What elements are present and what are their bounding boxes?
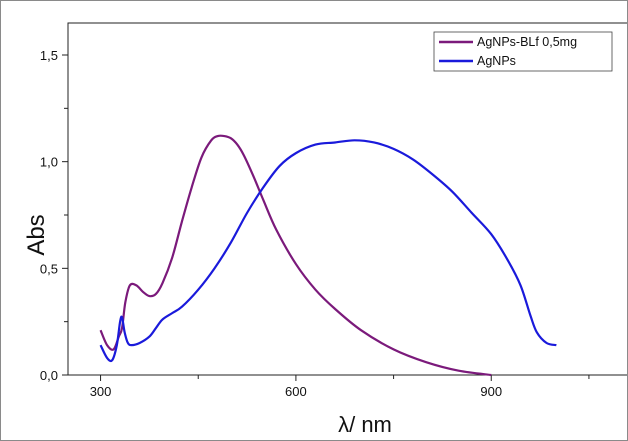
y-axis-label: Abs — [23, 214, 50, 255]
series-line-agnps-blf — [99, 134, 492, 377]
y-tick-label: 0,0 — [40, 368, 58, 383]
y-tick-label: 0,5 — [40, 261, 58, 276]
x-tick-label: 600 — [285, 384, 307, 399]
x-tick-label: 900 — [480, 384, 502, 399]
legend-box — [433, 31, 613, 72]
y-tick-label: 1,0 — [40, 155, 58, 170]
legend-label-agnps-blf: AgNPs-BLf 0,5mg — [477, 35, 577, 49]
series-lines — [99, 134, 557, 377]
y-tick-label: 1,5 — [40, 48, 58, 63]
axis-ticks: 300 600 900 0,0 0,5 1,0 1,5 — [40, 48, 590, 399]
legend-label-agnps: AgNPs — [477, 54, 516, 68]
series-line-agnps — [99, 139, 557, 363]
legend: AgNPs-BLf 0,5mg AgNPs — [433, 31, 613, 72]
plot-area — [67, 22, 627, 376]
x-tick-label: 300 — [90, 384, 112, 399]
x-axis-label: λ/ nm — [338, 412, 392, 437]
